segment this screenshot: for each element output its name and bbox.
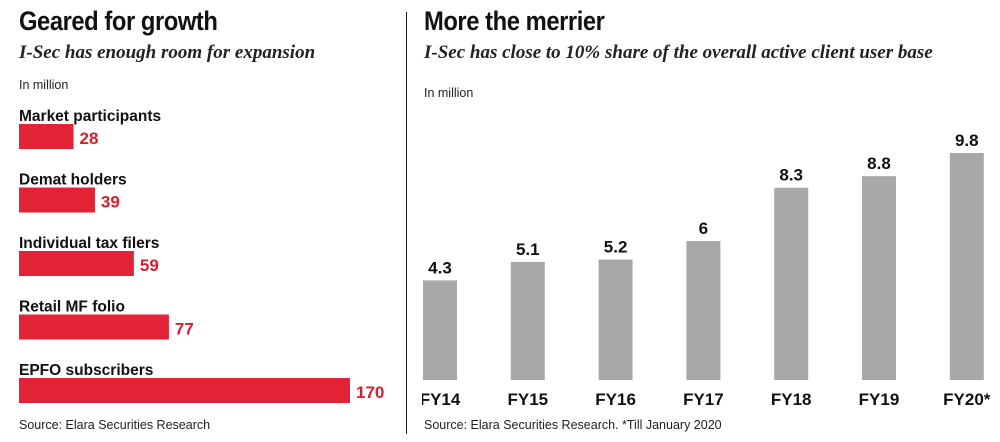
x-tick-label: FY20* (943, 390, 991, 409)
x-tick-label: FY18 (771, 390, 812, 409)
panel-divider (406, 12, 407, 434)
category-label: Market participants (19, 108, 161, 125)
x-tick-label: FY16 (595, 390, 636, 409)
category-label: EPFO subscribers (19, 362, 153, 379)
bar (949, 153, 984, 380)
value-label: 39 (101, 193, 120, 212)
value-label: 28 (80, 129, 99, 148)
value-label: 170 (356, 383, 384, 402)
value-label: 9.8 (955, 131, 979, 150)
bar (774, 187, 809, 380)
bar (19, 314, 169, 340)
value-label: 8.8 (867, 154, 891, 173)
x-tick-label: FY14 (422, 390, 461, 409)
left-chart-panel: Geared for growth I-Sec has enough room … (0, 0, 405, 442)
left-bar-chart: Market participants 28 Demat holders 39 Indi… (19, 108, 384, 403)
bar (686, 241, 721, 380)
bar (510, 261, 545, 380)
value-label: 6 (699, 219, 708, 238)
bar (423, 280, 457, 380)
category-label: Demat holders (19, 172, 127, 189)
value-label: 4.3 (428, 258, 452, 277)
category-label: Individual tax filers (19, 235, 159, 252)
right-chart-panel: More the merrier I-Sec has close to 10% … (422, 0, 1000, 442)
category-label: Retail MF folio (19, 299, 125, 316)
right-chart-source: Source: Elara Securities Research. *Till… (424, 418, 722, 432)
right-chart-subtitle: I-Sec has close to 10% share of the over… (424, 42, 933, 63)
value-label: 8.3 (779, 166, 803, 185)
x-tick-label: FY19 (859, 390, 900, 409)
left-chart-source: Source: Elara Securities Research (19, 418, 211, 432)
left-chart-unit: In million (19, 78, 69, 92)
bar (19, 378, 350, 403)
bar (19, 187, 95, 213)
value-label: 5.2 (604, 238, 628, 257)
value-label: 5.1 (516, 240, 540, 259)
x-tick-label: FY17 (683, 390, 724, 409)
right-bar-chart: 4.3 FY14 5.1 FY15 5.2 FY16 6 FY17 8.3 FY18 8.8 FY19… (422, 131, 991, 409)
bar (19, 124, 74, 149)
right-chart-title: More the merrier (424, 6, 605, 36)
value-label: 59 (140, 256, 159, 275)
bar (862, 176, 896, 380)
right-chart-unit: In million (424, 86, 474, 100)
left-chart-subtitle: I-Sec has enough room for expansion (19, 42, 316, 63)
bar (19, 251, 134, 276)
value-label: 77 (175, 320, 194, 339)
bar (598, 259, 633, 380)
x-tick-label: FY15 (507, 390, 548, 409)
left-chart-title: Geared for growth (19, 6, 218, 36)
